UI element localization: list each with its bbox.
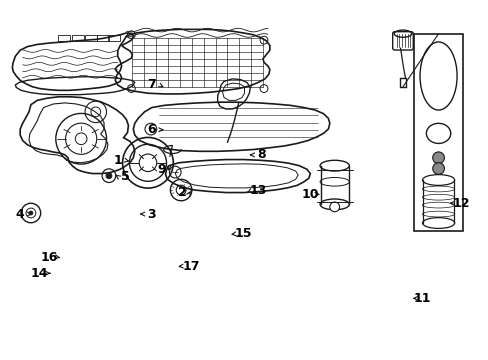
Text: 14: 14 xyxy=(31,267,48,280)
Text: 17: 17 xyxy=(182,260,199,273)
Text: 10: 10 xyxy=(301,188,319,201)
Text: 16: 16 xyxy=(41,251,58,264)
Text: 13: 13 xyxy=(249,184,266,197)
Text: 15: 15 xyxy=(234,227,252,240)
Text: 9: 9 xyxy=(157,163,165,176)
Bar xyxy=(413,34,462,231)
Text: 1: 1 xyxy=(113,154,122,167)
Text: 3: 3 xyxy=(147,208,156,221)
Circle shape xyxy=(432,163,444,174)
Circle shape xyxy=(106,173,112,179)
Text: 12: 12 xyxy=(452,197,469,210)
Text: 6: 6 xyxy=(147,123,156,136)
Text: 2: 2 xyxy=(178,186,186,199)
Circle shape xyxy=(329,202,339,212)
Text: 5: 5 xyxy=(121,170,129,183)
Text: 8: 8 xyxy=(257,148,265,161)
Text: 4: 4 xyxy=(16,208,24,221)
Text: 7: 7 xyxy=(147,78,156,91)
Text: 11: 11 xyxy=(413,292,430,305)
Circle shape xyxy=(432,152,444,163)
Circle shape xyxy=(29,211,33,215)
